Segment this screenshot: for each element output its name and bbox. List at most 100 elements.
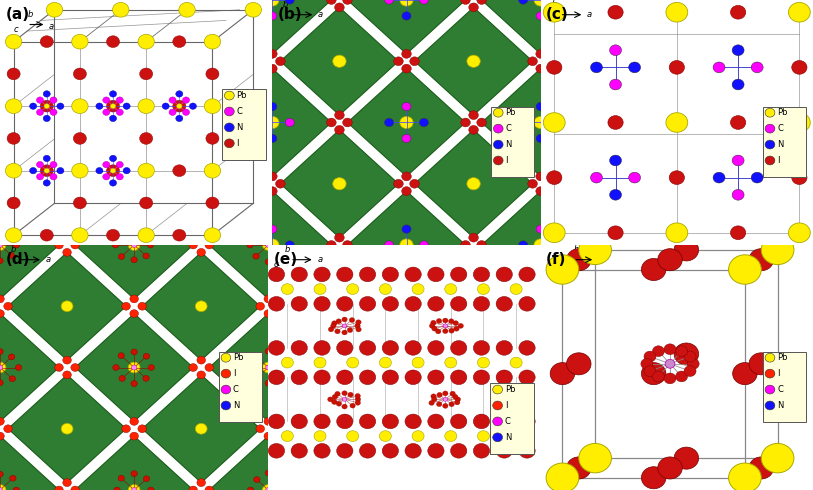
Circle shape [543, 2, 565, 22]
Circle shape [666, 2, 688, 22]
Circle shape [610, 155, 621, 166]
Circle shape [359, 370, 376, 385]
Circle shape [382, 296, 398, 311]
Text: b: b [283, 0, 289, 9]
Circle shape [0, 310, 4, 318]
Circle shape [641, 258, 666, 280]
Circle shape [546, 255, 579, 284]
Circle shape [450, 414, 467, 429]
Circle shape [96, 103, 103, 109]
Polygon shape [280, 130, 398, 238]
Circle shape [173, 165, 186, 176]
Circle shape [493, 401, 502, 410]
Circle shape [40, 229, 54, 241]
Circle shape [658, 457, 682, 479]
Circle shape [385, 118, 393, 127]
Circle shape [277, 231, 284, 237]
Circle shape [252, 376, 259, 382]
Text: b: b [573, 245, 579, 254]
Circle shape [765, 401, 775, 410]
Circle shape [291, 414, 307, 429]
Circle shape [590, 62, 602, 73]
Circle shape [314, 284, 326, 294]
Circle shape [687, 359, 699, 369]
Polygon shape [8, 252, 126, 360]
Circle shape [278, 376, 285, 382]
Circle shape [314, 341, 330, 355]
Circle shape [140, 68, 153, 80]
Circle shape [519, 241, 528, 249]
Circle shape [445, 284, 457, 294]
Circle shape [402, 225, 411, 233]
Circle shape [0, 258, 3, 264]
Circle shape [122, 425, 130, 433]
Circle shape [550, 363, 575, 385]
Circle shape [7, 68, 20, 80]
Polygon shape [0, 436, 59, 490]
Circle shape [7, 197, 20, 209]
Circle shape [268, 267, 285, 282]
Circle shape [204, 99, 220, 114]
Circle shape [132, 365, 137, 370]
Circle shape [402, 49, 411, 58]
Circle shape [143, 353, 150, 359]
Text: C: C [237, 107, 242, 116]
Circle shape [653, 371, 664, 382]
Circle shape [7, 132, 20, 144]
Text: Pb: Pb [233, 353, 243, 362]
Circle shape [449, 319, 454, 324]
Circle shape [337, 414, 353, 429]
Circle shape [761, 235, 794, 265]
Circle shape [477, 431, 489, 441]
Circle shape [402, 257, 411, 265]
Circle shape [40, 36, 54, 48]
Circle shape [761, 443, 794, 473]
Circle shape [346, 431, 359, 441]
Circle shape [250, 241, 259, 249]
Circle shape [359, 296, 376, 311]
Circle shape [40, 165, 54, 176]
Circle shape [534, 0, 547, 6]
Text: (c): (c) [546, 7, 569, 23]
Circle shape [224, 139, 234, 148]
Polygon shape [209, 314, 328, 421]
Circle shape [72, 163, 88, 178]
Circle shape [113, 365, 120, 370]
Circle shape [354, 323, 360, 328]
Circle shape [519, 0, 528, 4]
Circle shape [450, 370, 467, 385]
Polygon shape [481, 0, 600, 54]
Circle shape [402, 12, 411, 20]
Circle shape [37, 173, 44, 180]
Text: I: I [233, 369, 236, 378]
Circle shape [0, 365, 2, 370]
Circle shape [428, 267, 444, 282]
Circle shape [546, 171, 562, 184]
Circle shape [405, 296, 421, 311]
Circle shape [29, 168, 37, 174]
Circle shape [644, 351, 656, 362]
Circle shape [138, 425, 146, 433]
Circle shape [0, 485, 6, 490]
Circle shape [54, 486, 63, 490]
Circle shape [792, 171, 807, 184]
Circle shape [248, 365, 254, 370]
Polygon shape [213, 69, 332, 176]
Circle shape [266, 0, 279, 6]
Circle shape [176, 115, 183, 122]
Circle shape [0, 432, 4, 440]
Circle shape [266, 116, 279, 128]
Circle shape [493, 433, 502, 442]
Circle shape [461, 0, 471, 4]
Text: (d): (d) [6, 252, 30, 268]
Circle shape [342, 118, 352, 127]
Circle shape [267, 12, 277, 20]
Circle shape [528, 57, 537, 66]
Circle shape [283, 242, 289, 248]
Circle shape [477, 357, 489, 368]
Polygon shape [209, 191, 328, 299]
Circle shape [195, 301, 207, 312]
Circle shape [713, 62, 725, 73]
Circle shape [382, 341, 398, 355]
Circle shape [73, 132, 86, 144]
